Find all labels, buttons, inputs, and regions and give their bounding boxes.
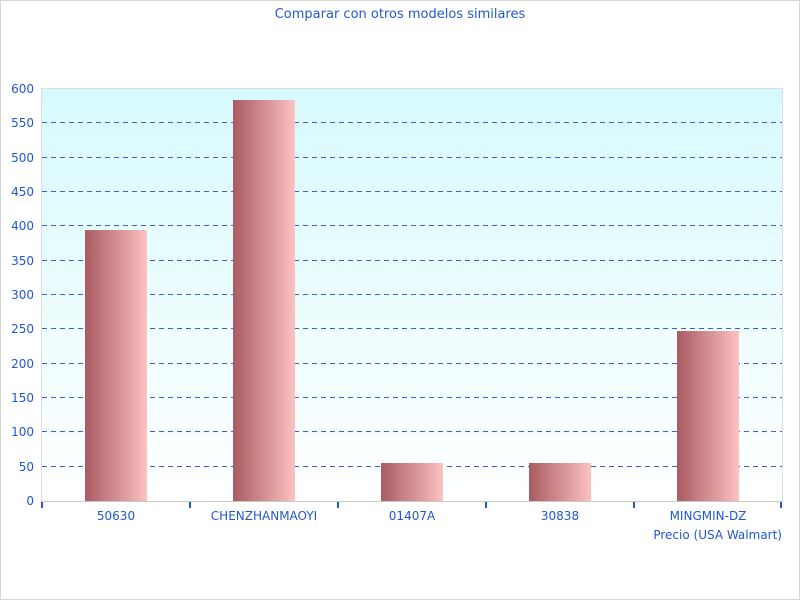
x-axis-tick [780, 502, 782, 508]
y-tick-label-250: 250 [11, 322, 34, 337]
y-tick-label-450: 450 [11, 185, 34, 199]
gridline-400 [42, 225, 782, 227]
y-tick-label-350: 350 [11, 253, 34, 268]
plot-area [41, 88, 783, 502]
x-axis-label-chenzhanmaoyi: CHENZHANMAOYI [210, 509, 318, 523]
y-tick-label-150: 150 [11, 391, 34, 405]
gridline-550 [42, 122, 782, 124]
x-axis-label-50630: 50630 [96, 509, 136, 523]
chart-title: Comparar con otros modelos similares [274, 7, 526, 22]
bar-30838 [529, 463, 591, 501]
x-axis-tick [485, 502, 487, 508]
x-axis-tick [337, 502, 339, 508]
gridline-200 [42, 362, 782, 364]
x-axis-title: Precio (USA Walmart) [653, 528, 782, 542]
x-axis-label-01407a: 01407A [388, 509, 436, 523]
gridline-350 [42, 259, 782, 261]
y-tick-label-0: 0 [26, 494, 34, 508]
x-axis-tick [41, 502, 43, 508]
x-axis-label-mingmin-dz: MINGMIN-DZ [669, 509, 747, 523]
y-tick-label-550: 550 [11, 116, 34, 131]
gridline-450 [42, 191, 782, 192]
gridline-250 [42, 328, 782, 330]
y-tick-label-100: 100 [11, 425, 34, 440]
gridline-100 [42, 431, 782, 433]
bar-01407a [381, 462, 443, 501]
gridline-500 [42, 156, 782, 158]
gridline-300 [42, 294, 782, 295]
y-axis-labels: 0 50 100 150 200 250 300 350 400 450 500 550 600 [1, 82, 34, 508]
x-axis-tick [633, 502, 635, 508]
y-tick-label-300: 300 [11, 288, 34, 302]
bar-chenzhanmaoyi [233, 100, 295, 501]
x-axis-label-30838: 30838 [540, 509, 580, 523]
y-tick-label-200: 200 [11, 356, 34, 371]
y-tick-label-500: 500 [11, 150, 34, 165]
x-axis-ticks [41, 501, 782, 509]
bar-mingmin-dz [677, 330, 739, 501]
y-tick-label-400: 400 [11, 219, 34, 234]
x-axis-labels: 50630 CHENZHANMAOYI 01407A 30838 MINGMIN-DZ [42, 509, 782, 525]
x-axis-tick [189, 502, 191, 508]
y-tick-label-600: 600 [11, 82, 34, 96]
bar-50630 [85, 230, 147, 501]
y-tick-label-50: 50 [18, 459, 34, 474]
gridline-150 [42, 397, 782, 398]
